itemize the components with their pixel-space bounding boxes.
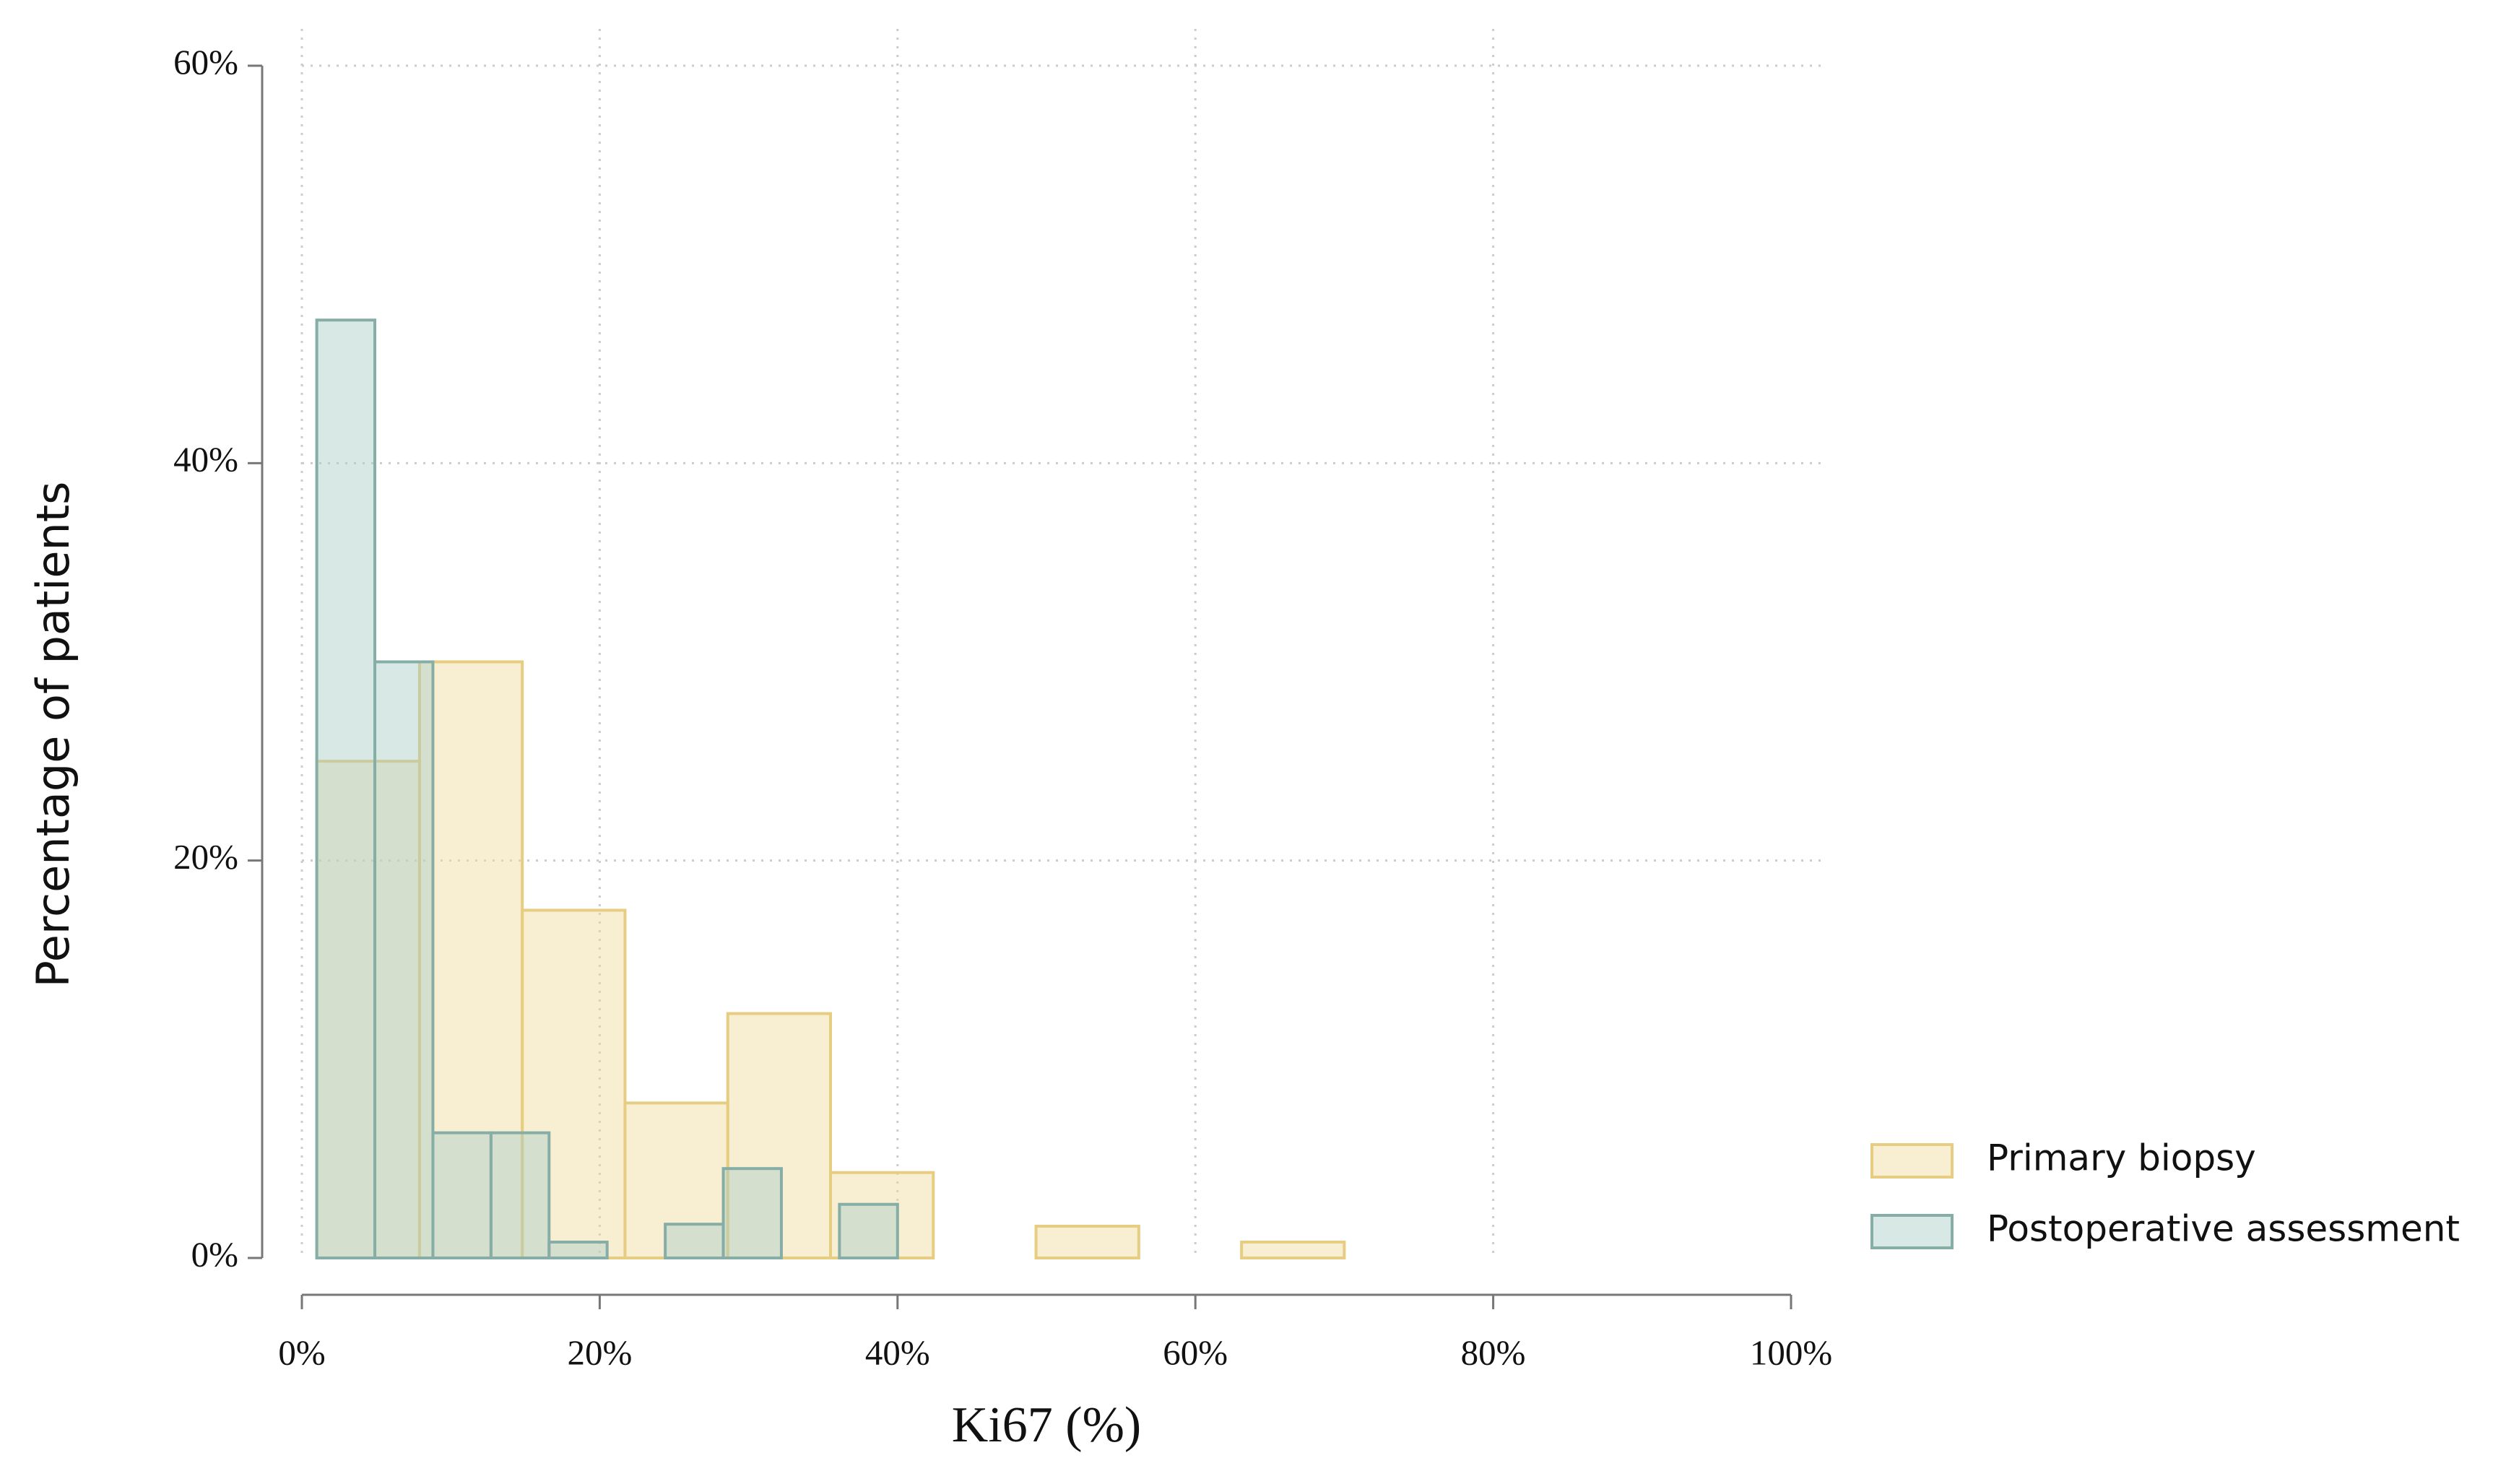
histogram-bar [315,760,421,1260]
legend-swatch [1870,1214,1954,1249]
histogram-bar [721,1167,783,1260]
x-tick-label: 20% [567,1332,632,1372]
legend-swatch [1870,1143,1954,1179]
histogram-bar [521,908,627,1260]
histogram-bar [489,1131,551,1260]
histogram-bar [315,318,377,1259]
histogram-bar [838,1202,899,1259]
histogram-bar [829,1171,935,1260]
x-tick-label: 40% [865,1332,930,1372]
x-tick-label: 80% [1461,1332,1526,1372]
histogram-bar [547,1240,609,1260]
x-tick-label: 100% [1750,1332,1832,1372]
x-tick-label: 60% [1163,1332,1228,1372]
histogram-bar [726,1012,833,1260]
legend-label: Primary biopsy [1987,1137,2256,1179]
histogram-bar [1240,1240,1346,1260]
y-tick-label: 60% [173,42,238,82]
histogram-bar [373,660,435,1259]
histogram-bar [664,1223,725,1260]
histogram-bar [1034,1224,1140,1260]
y-tick-label: 20% [173,837,238,877]
y-axis-label: Percentage of patients [27,482,79,988]
x-axis-label: Ki67 (%) [952,1397,1141,1453]
x-tick-label: 0% [278,1332,325,1372]
histogram-bar [431,1131,493,1260]
y-tick-label: 40% [173,440,238,480]
legend-label: Postoperative assessment [1987,1208,2460,1250]
y-tick-label: 0% [191,1234,238,1274]
histogram-bar [417,660,524,1259]
